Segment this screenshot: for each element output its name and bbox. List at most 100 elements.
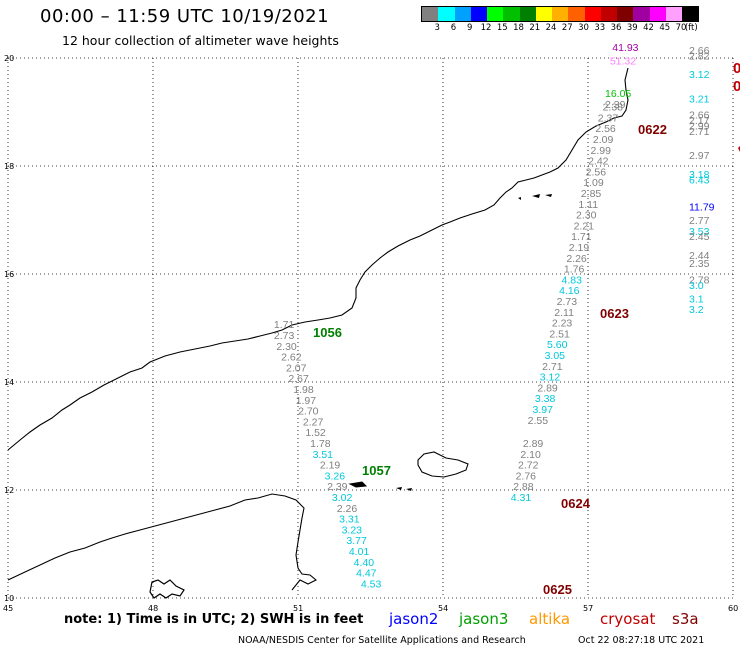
wave-height-value: 2.35: [689, 258, 710, 270]
scale-label: 70: [675, 23, 687, 33]
wave-height-value: 2.42: [588, 156, 609, 168]
wave-height-value: 2.37: [598, 112, 619, 124]
scale-label: 39: [626, 23, 638, 33]
wave-height-value: 1.78: [310, 438, 331, 450]
scale-swatch: [535, 7, 552, 21]
wave-height-value: 2.55: [528, 415, 549, 427]
wave-height-value: 2.56: [586, 166, 607, 178]
lon-tick-label: 60: [728, 604, 738, 613]
generated-timestamp: Oct 22 08:27:18 UTC 2021: [578, 635, 705, 646]
wave-height-value: 3.2: [689, 304, 704, 316]
credit-line: NOAA/NESDIS Center for Satellite Applica…: [238, 635, 526, 646]
wave-height-value: 2.89: [537, 382, 558, 394]
axis-labels: 45 48 51 54 57 60 20 18 16 14 12 10: [3, 54, 738, 613]
wave-height-value: 2.97: [689, 150, 710, 162]
scale-swatch: [682, 7, 699, 21]
lon-tick-label: 57: [583, 604, 593, 613]
wave-height-value: 2.85: [581, 188, 602, 200]
lat-tick-label: 12: [4, 486, 14, 495]
wave-height-value: 1.11: [578, 199, 598, 211]
lat-tick-label: 14: [4, 378, 14, 387]
scale-label: 42: [643, 23, 654, 33]
wave-height-value: 5.60: [547, 339, 568, 351]
wave-height-value: 1.98: [293, 384, 314, 396]
wave-height-value: 2.45: [689, 231, 710, 243]
scale-swatch: [519, 7, 536, 21]
wave-height-value: 2.17: [689, 115, 710, 127]
wave-height-value: 3.1: [689, 293, 704, 305]
footnote: note: 1) Time is in UTC; 2) SWH is in fe…: [64, 612, 364, 627]
pass-label: 0625: [543, 582, 572, 597]
wave-height-value: 1.76: [564, 264, 585, 276]
wave-height-value: 4.40: [354, 557, 375, 569]
legend-item-jason3: jason3: [459, 610, 509, 628]
page-title: 00:00 – 11:59 UTC 10/19/2021: [40, 6, 330, 27]
wave-height-value: 2.10: [520, 449, 541, 461]
wave-height-value: 2.23: [552, 318, 573, 330]
wave-height-value: 3.77: [346, 535, 367, 547]
scale-swatch: [600, 7, 617, 21]
scale-label: 27: [561, 23, 573, 33]
lat-tick-label: 18: [4, 162, 14, 171]
map-grid: [7, 57, 734, 599]
wave-height-value: 4.31: [511, 492, 532, 504]
wave-height-value: 2.07: [286, 362, 307, 374]
wave-height-value: 2.44: [689, 250, 710, 262]
wave-height-value: 1.52: [305, 427, 326, 439]
wave-height-value: 2.30: [576, 210, 597, 222]
wave-height-value: 2.21: [574, 220, 595, 232]
pass-label: 1057: [362, 463, 391, 478]
wave-height-value: 2.76: [516, 470, 537, 482]
pass-label-partial-0622-edge: 0: [733, 60, 740, 77]
scale-swatch: [552, 7, 569, 21]
legend-item-cryosat: cryosat: [600, 610, 656, 628]
wave-height-value: 2.66: [689, 110, 710, 122]
wave-height-value: 3.26: [325, 470, 346, 482]
pass-label-partial-0623-edge: 0: [733, 78, 740, 95]
wave-height-value: 2.56: [595, 123, 616, 135]
wave-height-value: 3.51: [313, 449, 334, 461]
scale-swatch: [503, 7, 520, 21]
scale-label: 18: [513, 23, 524, 33]
wave-height-value: 2.66: [689, 45, 710, 57]
wave-height-value: 2.26: [337, 503, 358, 515]
wave-height-value: 4.53: [361, 578, 382, 590]
legend-item-s3a: s3a: [672, 610, 699, 628]
scale-swatch: [568, 7, 585, 21]
wave-height-value: 3.53: [689, 226, 710, 238]
wave-height-value: 4.47: [356, 568, 377, 580]
wave-height-value: 2.38: [603, 102, 624, 114]
scale-label: 15: [496, 23, 508, 33]
scale-label: (ft): [684, 23, 698, 33]
scale-label: 30: [578, 23, 589, 33]
color-scale-bar: [421, 6, 700, 22]
wave-height-value: 4.01: [349, 546, 370, 558]
wave-height-value: 3.0: [689, 280, 704, 292]
wave-height-value: 2.99: [591, 145, 612, 157]
scale-swatch: [665, 7, 682, 21]
coastline: [7, 67, 740, 599]
scale-swatch: [422, 7, 439, 21]
scale-swatch: [584, 7, 601, 21]
scale-label: 9: [467, 23, 473, 33]
scale-label: 6: [450, 23, 457, 33]
scale-label: 36: [610, 23, 622, 33]
pass-labels: 1056 1057 0622 0623 0624 0625: [313, 122, 667, 597]
wave-height-value: 3.02: [332, 492, 353, 504]
wave-height-observations: 1.712.732.302.622.072.671.981.972.702.27…: [274, 42, 715, 590]
scale-label: 33: [594, 23, 606, 33]
lat-tick-label: 16: [4, 270, 14, 279]
wave-height-value: 2.51: [549, 328, 570, 340]
wave-height-value: 2.78: [689, 274, 710, 286]
lon-tick-label: 45: [3, 604, 13, 613]
wave-height-value: 16.05: [605, 88, 631, 100]
scale-label: 12: [480, 23, 492, 33]
wave-height-value: 3.21: [689, 94, 710, 106]
legend-item-jason2: jason2: [389, 610, 439, 628]
wave-height-value: 4.83: [562, 274, 583, 286]
wave-height-value: 2.99: [689, 121, 710, 133]
lat-tick-label: 20: [4, 54, 14, 63]
wave-height-value: 2.77: [689, 215, 710, 227]
wave-height-value: 3.38: [535, 393, 556, 405]
wave-height-value: 3.23: [342, 524, 363, 536]
